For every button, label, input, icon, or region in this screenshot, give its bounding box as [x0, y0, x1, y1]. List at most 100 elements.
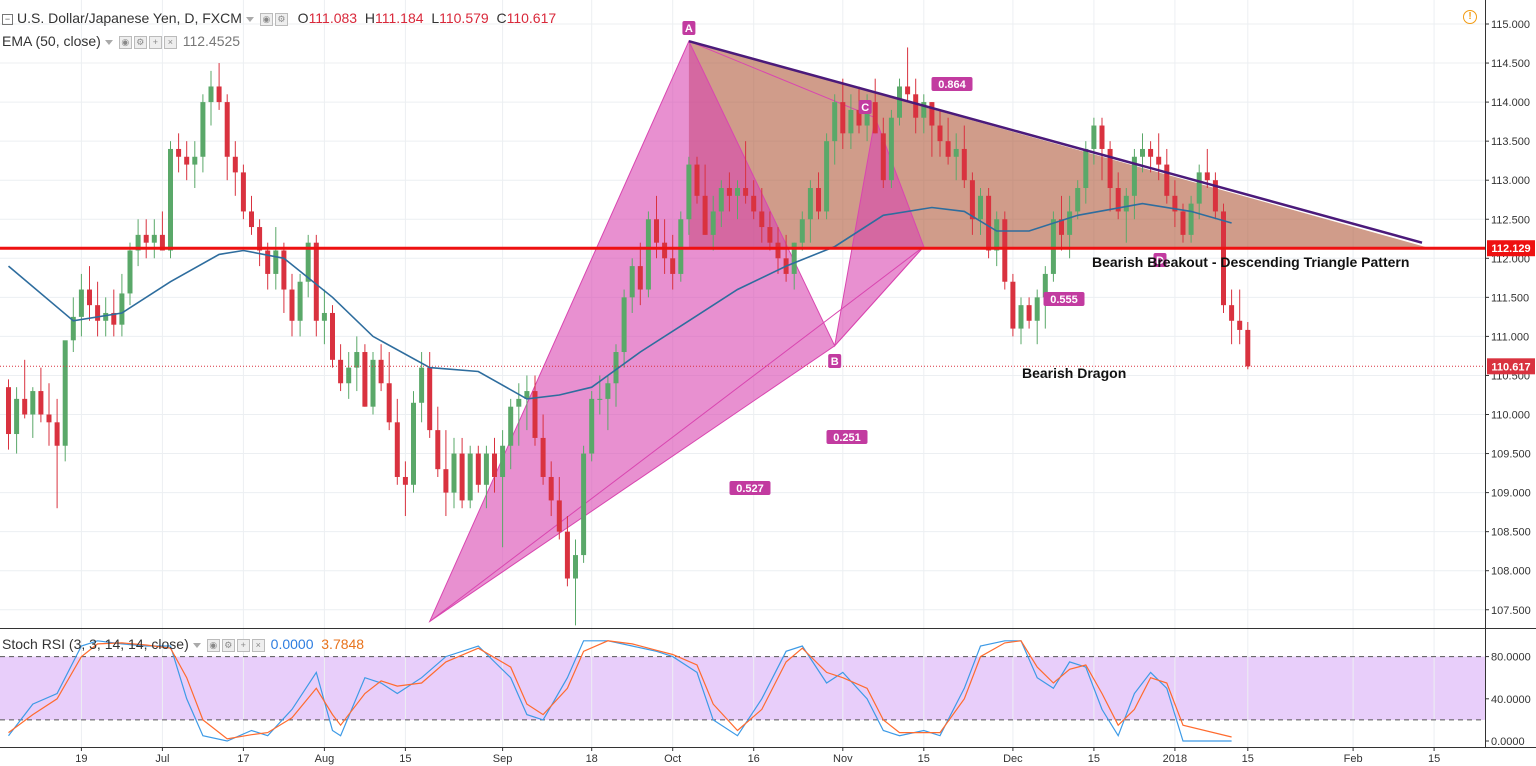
candle-body: [159, 234, 165, 251]
stoch-d-value: 3.7848: [321, 636, 365, 652]
close-value: 110.617: [506, 10, 557, 26]
price-tick-label: 114.500: [1491, 58, 1530, 70]
eye-icon[interactable]: ◉: [259, 12, 273, 26]
time-tick-label: Aug: [315, 753, 335, 765]
label-text: C: [861, 102, 869, 114]
candle-body: [313, 242, 319, 321]
candle-body: [500, 445, 506, 477]
gear-icon[interactable]: ⚙: [133, 35, 147, 49]
candle-body: [548, 476, 554, 501]
candle-body: [1091, 125, 1097, 149]
collapse-icon[interactable]: −: [2, 13, 13, 25]
candle-body: [22, 398, 28, 415]
label-text: 0.251: [833, 432, 861, 444]
candle-body: [945, 141, 951, 157]
stoch-label[interactable]: Stoch RSI (3, 3, 14, 14, close): [2, 636, 189, 652]
candle-body: [816, 188, 821, 212]
candle-body: [1059, 219, 1064, 235]
candle-body: [1083, 148, 1089, 189]
candle-body: [1229, 305, 1235, 321]
warning-icon[interactable]: !: [1463, 10, 1477, 24]
time-tick-label: Feb: [1344, 753, 1363, 765]
candle-body: [694, 164, 700, 196]
candle-body: [192, 156, 198, 165]
badge-bg: [1487, 358, 1535, 375]
candle-body: [1115, 188, 1121, 212]
eye-icon[interactable]: ◉: [118, 35, 132, 49]
badge-bg: [1487, 240, 1535, 257]
time-tick-label: Oct: [664, 753, 681, 765]
chevron-down-icon[interactable]: [104, 39, 113, 45]
close-icon[interactable]: ×: [251, 638, 265, 652]
candle-body: [759, 211, 765, 228]
candle-body: [573, 555, 578, 579]
candle-body: [1123, 195, 1129, 212]
candle-body: [62, 340, 68, 446]
candle-body: [581, 453, 587, 556]
symbol-header: − U.S. Dollar/Japanese Yen, D, FXCM ◉ ⚙ O11…: [2, 10, 556, 26]
price-tick-label: 112.500: [1491, 214, 1530, 226]
time-tick-label: 15: [1088, 753, 1100, 765]
candle-body: [176, 148, 182, 157]
candle-body: [710, 211, 716, 235]
time-tick-label: 15: [399, 753, 411, 765]
price-tick-label: 111.500: [1491, 292, 1529, 304]
candle-body: [151, 234, 157, 243]
candle-body: [645, 219, 651, 290]
candle-body: [386, 383, 392, 423]
last-price-badge: 110.617: [1487, 358, 1535, 375]
candle-body: [1034, 297, 1040, 321]
candle-body: [402, 476, 408, 485]
low-label: L: [431, 10, 440, 26]
candle-body: [1042, 273, 1048, 298]
candle-body: [394, 422, 400, 477]
price-tick-label: 114.000: [1491, 97, 1530, 109]
candle-body: [451, 453, 457, 493]
candle-body: [597, 398, 603, 400]
candle-body: [791, 242, 797, 274]
label-bg: [931, 77, 973, 91]
ema-label[interactable]: EMA (50, close): [2, 33, 101, 49]
label-text: 0.527: [736, 483, 764, 495]
badge-text: 110.617: [1491, 361, 1530, 373]
price-tick-label: 108.500: [1491, 527, 1531, 539]
candle-body: [508, 406, 514, 446]
ema-header: EMA (50, close) ◉ ⚙ + × 112.4525: [2, 33, 240, 49]
candle-body: [338, 359, 344, 384]
symbol-title[interactable]: U.S. Dollar/Japanese Yen, D, FXCM: [17, 10, 242, 26]
candle-body: [637, 266, 643, 290]
price-tick-label: 108.000: [1491, 566, 1531, 578]
candle-body: [168, 148, 173, 251]
candle-body: [1002, 219, 1008, 282]
time-tick-label: 17: [237, 753, 249, 765]
candle-body: [702, 195, 708, 235]
gear-icon[interactable]: ⚙: [221, 638, 235, 652]
label-bg: [828, 354, 842, 368]
candle-body: [994, 219, 1000, 251]
candle-body: [986, 195, 992, 251]
price-tick-label: 107.500: [1491, 605, 1531, 617]
stoch-k-line: [8, 640, 1232, 742]
plus-icon[interactable]: +: [236, 638, 250, 652]
candle-body: [240, 172, 246, 212]
chevron-down-icon[interactable]: [192, 642, 201, 648]
price-tick-label: 109.500: [1491, 449, 1531, 461]
time-tick-label: 15: [1242, 753, 1254, 765]
candle-body: [1156, 156, 1162, 165]
price-tick-label: 115.000: [1491, 19, 1530, 31]
candle-body: [905, 86, 911, 95]
label-bg: [826, 430, 868, 444]
gear-icon[interactable]: ⚙: [274, 12, 288, 26]
candle-body: [184, 156, 190, 165]
candle-body: [362, 352, 368, 407]
close-icon[interactable]: ×: [163, 35, 177, 49]
label-text: D: [1156, 255, 1164, 267]
time-tick-label: 15: [1428, 753, 1440, 765]
chevron-down-icon[interactable]: [245, 16, 254, 22]
candle-body: [346, 367, 352, 384]
candle-body: [459, 453, 465, 501]
plus-icon[interactable]: +: [148, 35, 162, 49]
candle-body: [621, 297, 627, 353]
eye-icon[interactable]: ◉: [206, 638, 220, 652]
